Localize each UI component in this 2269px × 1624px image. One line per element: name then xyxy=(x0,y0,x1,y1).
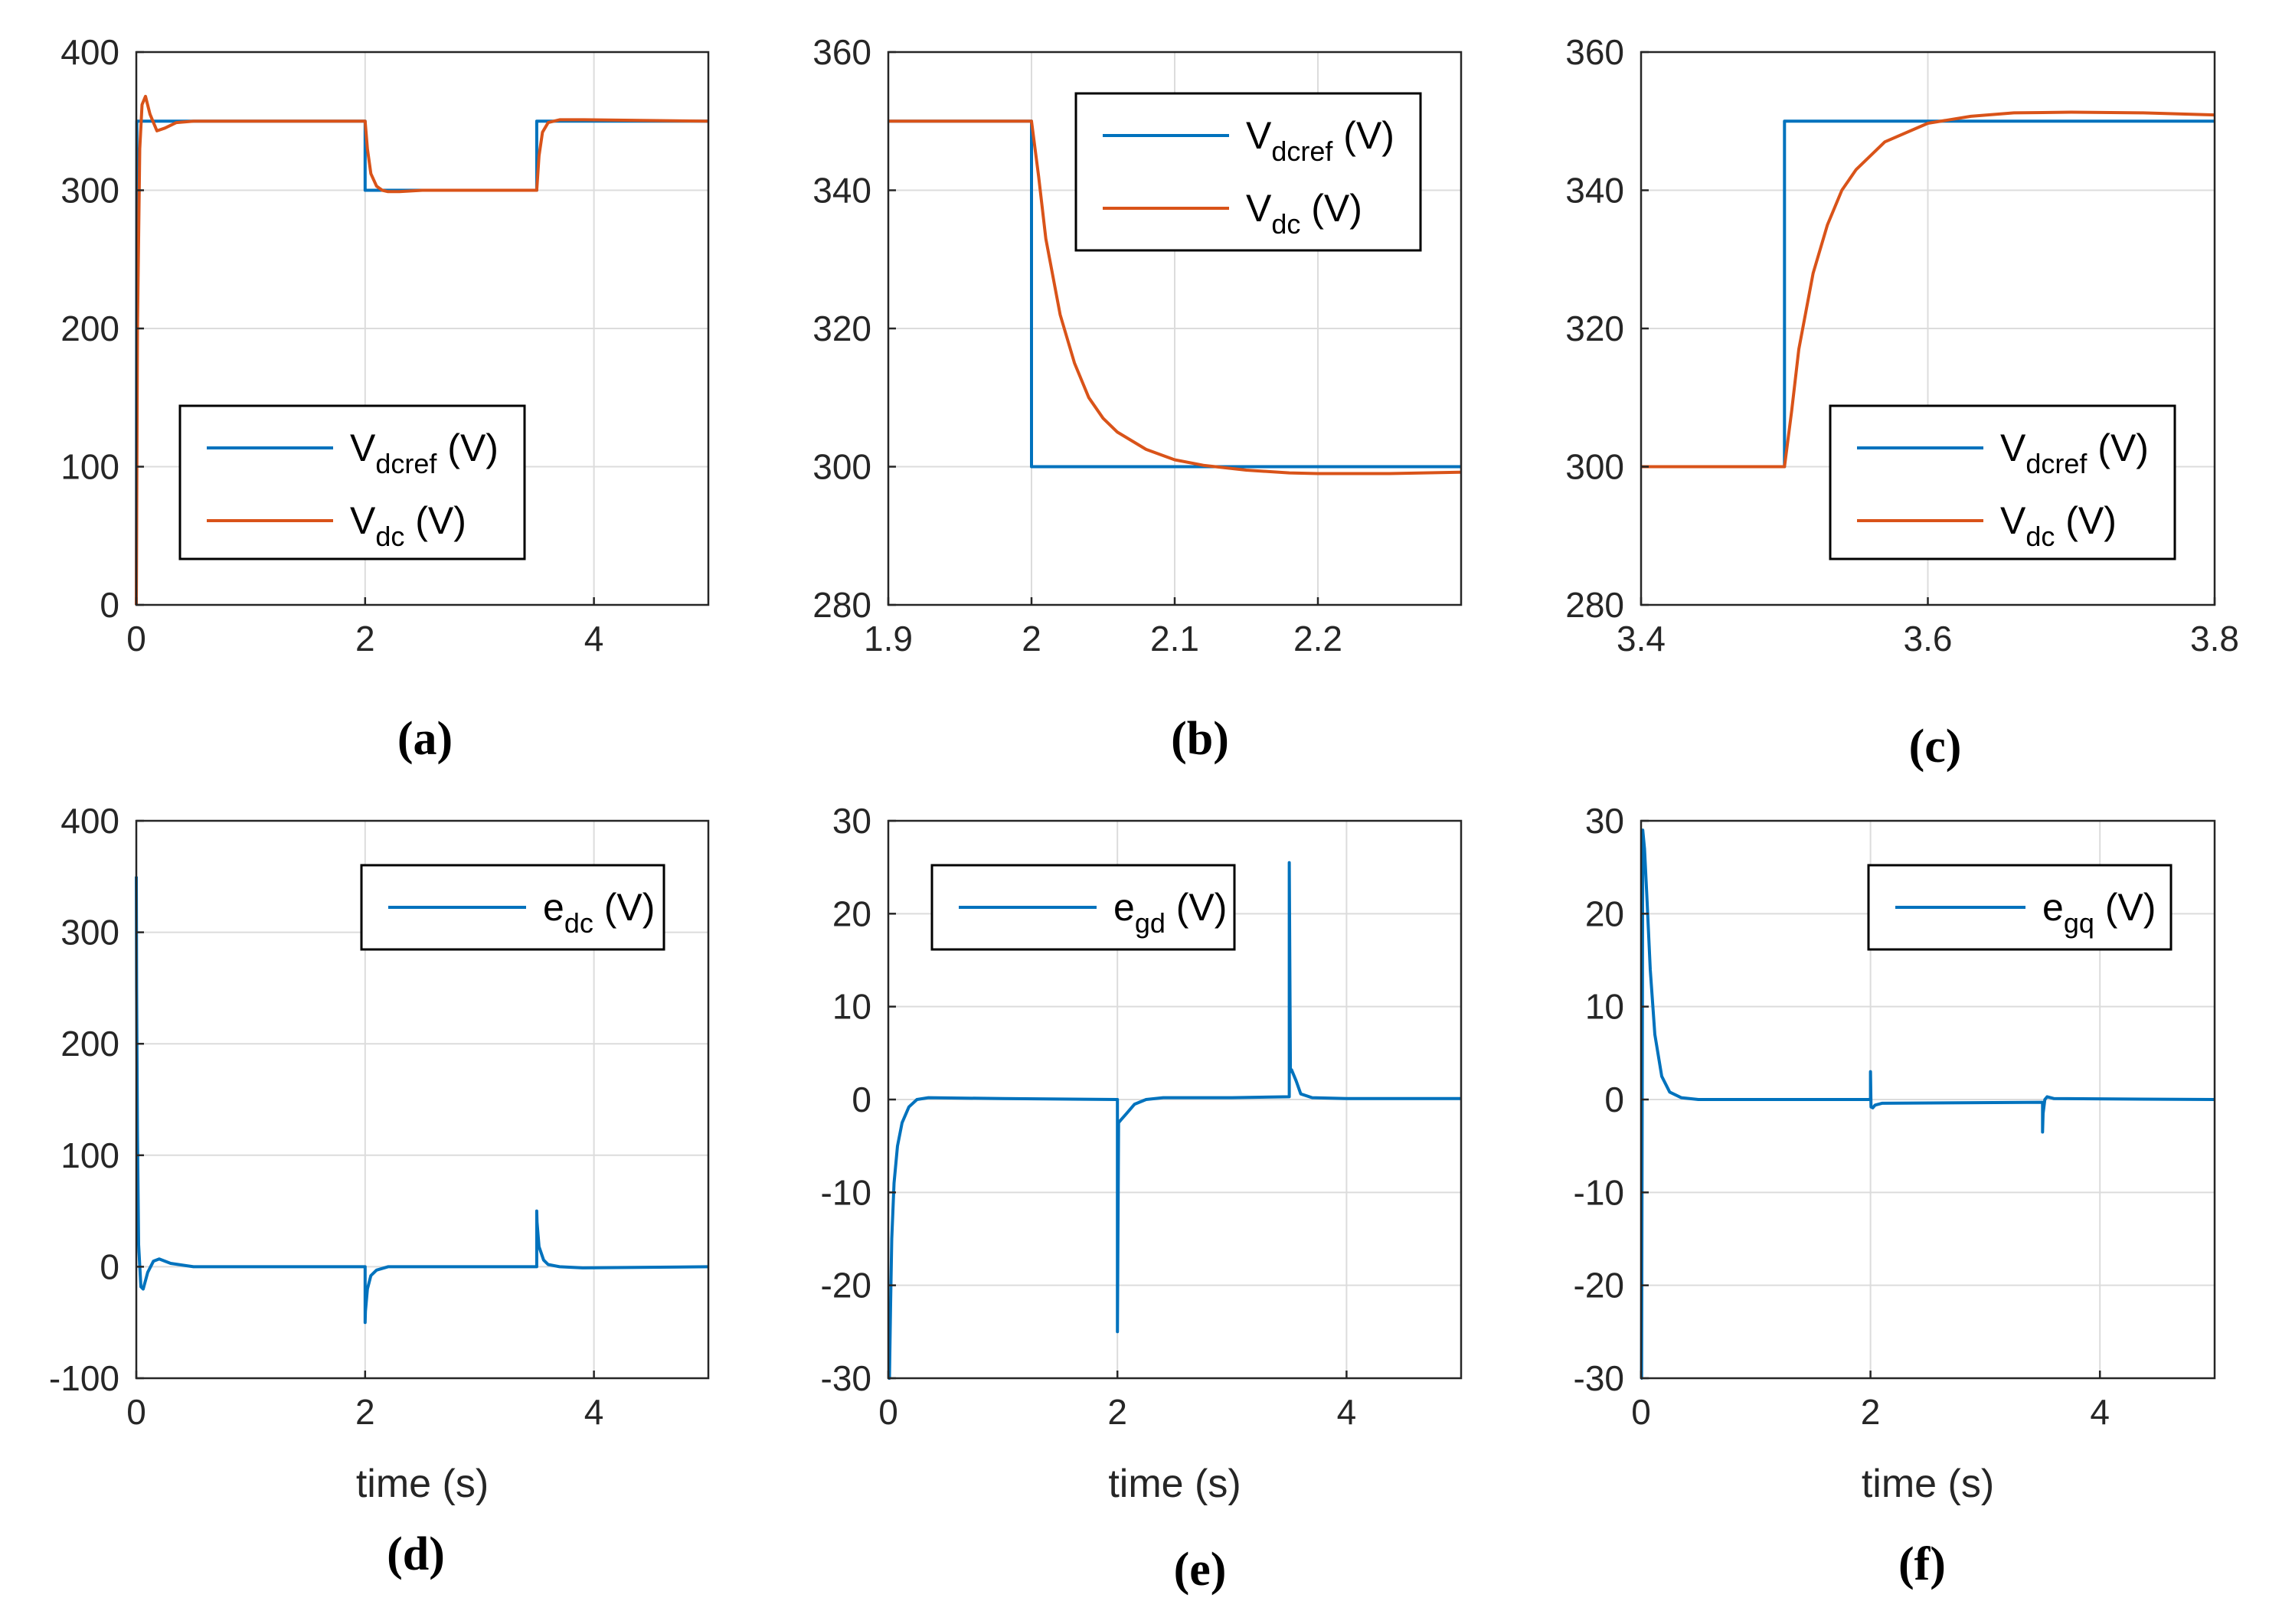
y-tick-label: 300 xyxy=(812,447,871,487)
y-tick-label: 10 xyxy=(1585,987,1624,1027)
y-tick-label: 400 xyxy=(60,801,119,841)
x-tick-label: 2 xyxy=(1107,1392,1127,1432)
y-tick-label: 100 xyxy=(60,1135,119,1175)
legend-label: Vdc (V) xyxy=(350,499,466,552)
legend: egq (V) xyxy=(1867,864,2173,951)
legend: edc (V) xyxy=(360,864,665,951)
panel-caption: (e) xyxy=(1174,1544,1227,1596)
y-tick-label: 300 xyxy=(1565,447,1624,487)
series-line-first xyxy=(1640,828,2215,1380)
y-tick-label: 100 xyxy=(60,447,119,487)
x-tick-label: 2.2 xyxy=(1293,619,1342,658)
axes-box xyxy=(135,819,710,1380)
x-tick-label: 4 xyxy=(584,619,604,658)
series-line-first xyxy=(888,861,1461,1380)
legend-label: Vdcref (V) xyxy=(350,426,499,479)
legend: egd (V) xyxy=(930,864,1236,951)
y-tick-label: 10 xyxy=(832,987,871,1027)
y-tick-label: 0 xyxy=(100,1247,119,1286)
x-tick-label: 4 xyxy=(584,1392,604,1432)
y-tick-label: 30 xyxy=(832,801,871,841)
x-tick-label: 2 xyxy=(355,619,375,658)
chart-c: 3.4 3.6 3.8 280 300 320 340 360 Vdcref (V) Vdc (V… xyxy=(1565,32,2239,773)
chart-f: 0 2 4 -30 -20 -10 0 10 20 30 time (s) egq (V) (f) xyxy=(1574,801,2216,1590)
x-tick-label: 0 xyxy=(1631,1392,1651,1432)
chart-e: 0 2 4 -30 -20 -10 0 10 20 30 time (s) egd (V) (e) xyxy=(821,801,1463,1596)
y-tick-label: 360 xyxy=(812,32,871,72)
x-tick-label: 1.9 xyxy=(864,619,913,658)
legend-label: edc (V) xyxy=(543,886,655,939)
x-axis-label: time (s) xyxy=(356,1462,489,1506)
x-tick-label: 4 xyxy=(2090,1392,2110,1432)
y-tick-label: -10 xyxy=(1574,1172,1624,1212)
legend-box xyxy=(1829,404,2176,560)
legend: Vdcref (V) Vdc (V) xyxy=(1829,404,2176,560)
legend-label: Vdcref (V) xyxy=(2000,426,2149,479)
x-tick-label: 2 xyxy=(1022,619,1041,658)
series-line-second xyxy=(888,119,1462,475)
legend-label: Vdc (V) xyxy=(1246,187,1362,240)
legend: Vdcref (V) Vdc (V) xyxy=(1074,92,1422,252)
panel-caption: (d) xyxy=(387,1528,445,1580)
y-tick-label: -30 xyxy=(821,1358,871,1398)
panel-caption: (c) xyxy=(1909,721,1962,773)
y-tick-label: 320 xyxy=(1565,309,1624,348)
y-tick-label: 0 xyxy=(1604,1080,1624,1119)
legend-label: Vdcref (V) xyxy=(1246,114,1394,167)
y-tick-label: -100 xyxy=(49,1358,119,1398)
y-tick-label: -20 xyxy=(1574,1266,1624,1305)
legend-label: egd (V) xyxy=(1113,886,1227,939)
x-tick-label: 0 xyxy=(126,1392,146,1432)
y-tick-label: 400 xyxy=(60,32,119,72)
series-line-second xyxy=(135,94,709,606)
y-tick-label: -10 xyxy=(821,1172,871,1212)
legend-label: Vdc (V) xyxy=(2000,499,2117,552)
y-tick-label: 0 xyxy=(852,1080,871,1119)
y-tick-label: -30 xyxy=(1574,1358,1624,1398)
x-axis-label: time (s) xyxy=(1108,1462,1241,1506)
panel-caption: (b) xyxy=(1171,713,1229,765)
x-tick-label: 0 xyxy=(126,619,146,658)
y-tick-label: 20 xyxy=(832,894,871,933)
y-tick-label: -20 xyxy=(821,1266,871,1305)
x-tick-label: 4 xyxy=(1337,1392,1357,1432)
y-tick-label: 340 xyxy=(1565,171,1624,211)
legend-label: egq (V) xyxy=(2042,886,2156,939)
x-tick-label: 0 xyxy=(878,1392,898,1432)
y-tick-label: 200 xyxy=(60,309,119,348)
y-tick-label: 320 xyxy=(812,309,871,348)
panel-caption: (a) xyxy=(397,713,453,765)
y-tick-label: 200 xyxy=(60,1024,119,1064)
y-tick-label: 300 xyxy=(60,171,119,211)
y-tick-label: 360 xyxy=(1565,32,1624,72)
x-axis-label: time (s) xyxy=(1862,1462,1994,1506)
x-tick-label: 3.8 xyxy=(2190,619,2239,658)
legend-box xyxy=(178,404,526,560)
series-line-second xyxy=(1641,110,2215,469)
y-tick-label: 280 xyxy=(812,585,871,625)
y-tick-label: 340 xyxy=(812,171,871,211)
series-line-first xyxy=(135,876,709,1325)
y-tick-label: 300 xyxy=(60,913,119,953)
panel-caption: (f) xyxy=(1898,1538,1946,1590)
chart-b: 1.9 2 2.1 2.2 280 300 320 340 360 Vdcref (V) Vdc (… xyxy=(812,32,1463,765)
x-tick-label: 3.4 xyxy=(1617,619,1666,658)
x-tick-label: 2.1 xyxy=(1150,619,1199,658)
y-tick-label: 280 xyxy=(1565,585,1624,625)
y-tick-label: 0 xyxy=(100,585,119,625)
legend: Vdcref (V) Vdc (V) xyxy=(178,404,526,560)
y-tick-label: 30 xyxy=(1585,801,1624,841)
x-tick-label: 2 xyxy=(1861,1392,1881,1432)
y-tick-label: 20 xyxy=(1585,894,1624,933)
x-tick-label: 3.6 xyxy=(1904,619,1953,658)
x-tick-label: 2 xyxy=(355,1392,375,1432)
legend-box xyxy=(1074,92,1422,252)
chart-a: 0 2 4 0 100 200 300 400 Vdcref (V) Vdc (V) (a) xyxy=(60,32,710,765)
